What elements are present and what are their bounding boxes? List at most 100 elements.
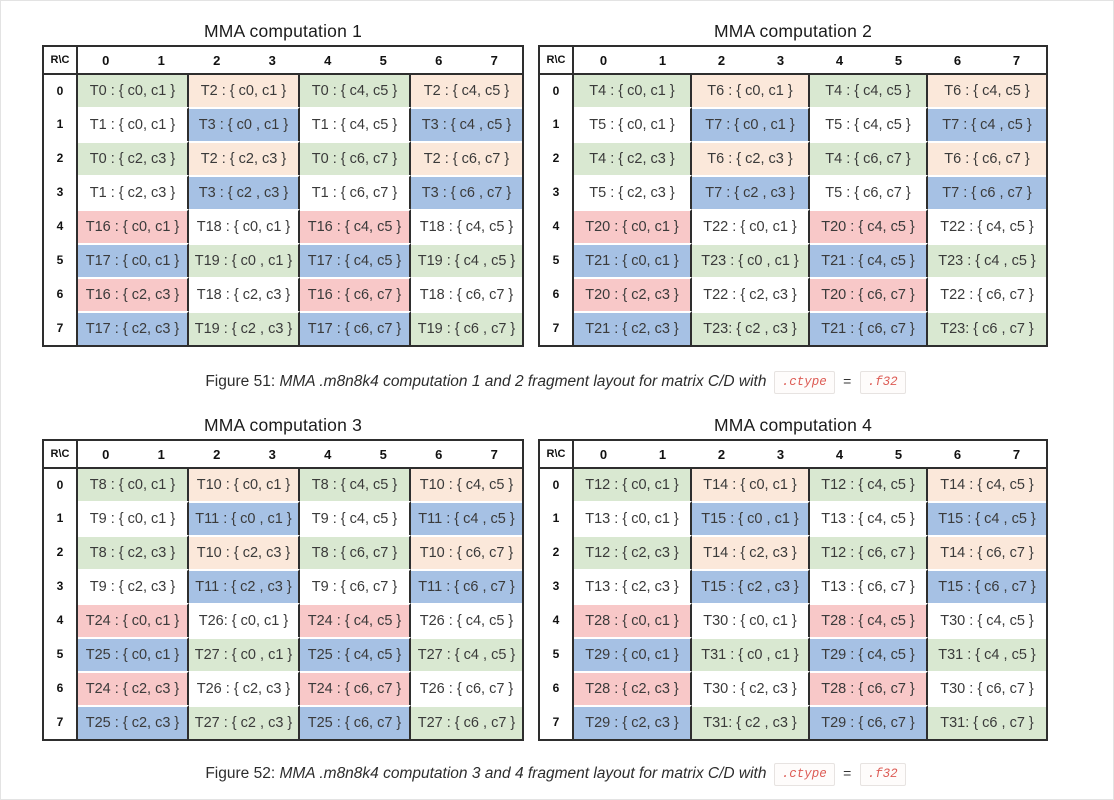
col-header: 6 [928,47,987,75]
table-row: 2 T8 : { c2, c3 } T10 : { c2, c3 } T8 : { c… [44,535,522,569]
fragment-cell: T28 : { c4, c5 } [810,603,928,637]
fragment-cell: T12 : { c0, c1 } [574,469,692,501]
fragment-cell: T28 : { c2, c3 } [574,671,692,705]
table-row: 0 T4 : { c0, c1 } T6 : { c0, c1 } T4 : { c4… [540,75,1046,107]
fragment-cell: T2 : { c4, c5 } [411,75,522,107]
fragment-cell: T6 : { c6, c7 } [928,141,1046,175]
fragment-cell: T1 : { c4, c5 } [300,107,411,141]
f32-code-chip: .f32 [859,371,906,394]
col-header: 0 [78,441,134,469]
figure-52-caption: Figure 52: MMA .m8n8k4 computation 3 and… [1,763,1113,787]
figure-51-tables-row: MMA computation 1 R\C 0 1 2 3 4 5 6 7 0 T0 : { c0, … [42,19,1048,347]
table-row: 6 T20 : { c2, c3 } T22 : { c2, c3 } T20 : {… [540,277,1046,311]
fragment-cell: T28 : { c0, c1 } [574,603,692,637]
table-title: MMA computation 3 [203,415,363,435]
row-header: 3 [540,569,574,603]
col-header: 7 [466,47,522,75]
table-row: 5 T17 : { c0, c1 } T19 : { c0 , c1 } T17 : … [44,243,522,277]
header-row: R\C 0 1 2 3 4 5 6 7 [44,441,522,469]
col-header: 3 [751,47,810,75]
fragment-cell: T18 : { c6, c7 } [411,277,522,311]
fragment-cell: T15 : { c0 , c1 } [692,501,810,535]
fragment-cell: T30 : { c4, c5 } [928,603,1046,637]
table-row: 1 T9 : { c0, c1 } T11 : { c0 , c1 } T9 : { … [44,501,522,535]
fragment-cell: T27 : { c2 , c3 } [189,705,300,739]
row-header: 6 [44,277,78,311]
table-row: 6 T24 : { c2, c3 } T26 : { c2, c3 } T24 : {… [44,671,522,705]
col-header: 6 [928,441,987,469]
table-row: 7 T29 : { c2, c3 } T31: { c2 , c3 } T29 : {… [540,705,1046,739]
table-row: 3 T13 : { c2, c3 } T15 : { c2 , c3 } T13 : … [540,569,1046,603]
fragment-cell: T14 : { c6, c7 } [928,535,1046,569]
fragment-cell: T6 : { c4, c5 } [928,75,1046,107]
col-header: 1 [633,441,692,469]
fragment-cell: T24 : { c4, c5 } [300,603,411,637]
col-header: 3 [244,47,300,75]
row-header: 3 [44,175,78,209]
fragment-layout-table: R\C 0 1 2 3 4 5 6 7 0 T8 : { c0, c1 } T10 : { c0, c… [42,439,524,741]
row-header: 3 [540,175,574,209]
fragment-layout-table: R\C 0 1 2 3 4 5 6 7 0 T12 : { c0, c1 } T14 : { c0, … [538,439,1048,741]
table-title: MMA computation 2 [713,21,873,41]
fragment-cell: T6 : { c2, c3 } [692,141,810,175]
fragment-cell: T5 : { c6, c7 } [810,175,928,209]
fragment-cell: T15 : { c4 , c5 } [928,501,1046,535]
table-title: MMA computation 4 [713,415,873,435]
figure-51-caption-text: MMA .m8n8k4 computation 1 and 2 fragment… [279,373,767,390]
mma-computation-3-table: MMA computation 3 R\C 0 1 2 3 4 5 6 7 0 T8 : { c0, … [42,413,524,741]
table-row: 1 T1 : { c0, c1 } T3 : { c0 , c1 } T1 : { c… [44,107,522,141]
fragment-cell: T22 : { c4, c5 } [928,209,1046,243]
table-row: 7 T17 : { c2, c3 } T19 : { c2 , c3 } T17 : … [44,311,522,345]
fragment-cell: T16 : { c6, c7 } [300,277,411,311]
col-header: 4 [810,47,869,75]
header-row: R\C 0 1 2 3 4 5 6 7 [540,441,1046,469]
fragment-cell: T9 : { c6, c7 } [300,569,411,603]
figure-52-tables-row: MMA computation 3 R\C 0 1 2 3 4 5 6 7 0 T8 : { c0, … [42,413,1048,741]
fragment-cell: T23: { c2 , c3 } [692,311,810,345]
fragment-cell: T1 : { c2, c3 } [78,175,189,209]
fragment-cell: T19 : { c4 , c5 } [411,243,522,277]
row-header: 7 [44,705,78,739]
table-title: MMA computation 1 [203,21,363,41]
fragment-cell: T19 : { c2 , c3 } [189,311,300,345]
table-row: 2 T0 : { c2, c3 } T2 : { c2, c3 } T0 : { c6… [44,141,522,175]
fragment-cell: T12 : { c6, c7 } [810,535,928,569]
col-header: 1 [133,47,189,75]
col-header: 4 [300,441,356,469]
fragment-cell: T20 : { c4, c5 } [810,209,928,243]
fragment-cell: T19 : { c0 , c1 } [189,243,300,277]
table-row: 7 T21 : { c2, c3 } T23: { c2 , c3 } T21 : {… [540,311,1046,345]
fragment-cell: T28 : { c6, c7 } [810,671,928,705]
col-header: 2 [189,47,245,75]
row-header: 2 [540,535,574,569]
table-row: 3 T1 : { c2, c3 } T3 : { c2 , c3 } T1 : { c… [44,175,522,209]
fragment-cell: T27 : { c4 , c5 } [411,637,522,671]
row-header: 4 [44,209,78,243]
fragment-cell: T31: { c2 , c3 } [692,705,810,739]
table-row: 4 T24 : { c0, c1 } T26: { c0, c1 } T24 : { … [44,603,522,637]
col-header: 3 [751,441,810,469]
fragment-cell: T5 : { c0, c1 } [574,107,692,141]
col-header: 0 [574,441,633,469]
corner-header: R\C [44,47,78,75]
fragment-cell: T16 : { c2, c3 } [78,277,189,311]
col-header: 7 [466,441,522,469]
figure-51-caption: Figure 51: MMA .m8n8k4 computation 1 and… [1,371,1113,395]
row-header: 0 [540,75,574,107]
fragment-cell: T29 : { c4, c5 } [810,637,928,671]
row-header: 2 [44,535,78,569]
fragment-cell: T13 : { c6, c7 } [810,569,928,603]
col-header: 6 [411,47,467,75]
fragment-cell: T24 : { c0, c1 } [78,603,189,637]
fragment-cell: T0 : { c6, c7 } [300,141,411,175]
fragment-cell: T2 : { c2, c3 } [189,141,300,175]
row-header: 5 [540,637,574,671]
fragment-cell: T21 : { c4, c5 } [810,243,928,277]
table-row: 2 T4 : { c2, c3 } T6 : { c2, c3 } T4 : { c6… [540,141,1046,175]
table-row: 5 T21 : { c0, c1 } T23 : { c0 , c1 } T21 : … [540,243,1046,277]
fragment-cell: T26 : { c4, c5 } [411,603,522,637]
fragment-cell: T26 : { c6, c7 } [411,671,522,705]
fragment-cell: T31 : { c0 , c1 } [692,637,810,671]
table-row: 5 T29 : { c0, c1 } T31 : { c0 , c1 } T29 : … [540,637,1046,671]
